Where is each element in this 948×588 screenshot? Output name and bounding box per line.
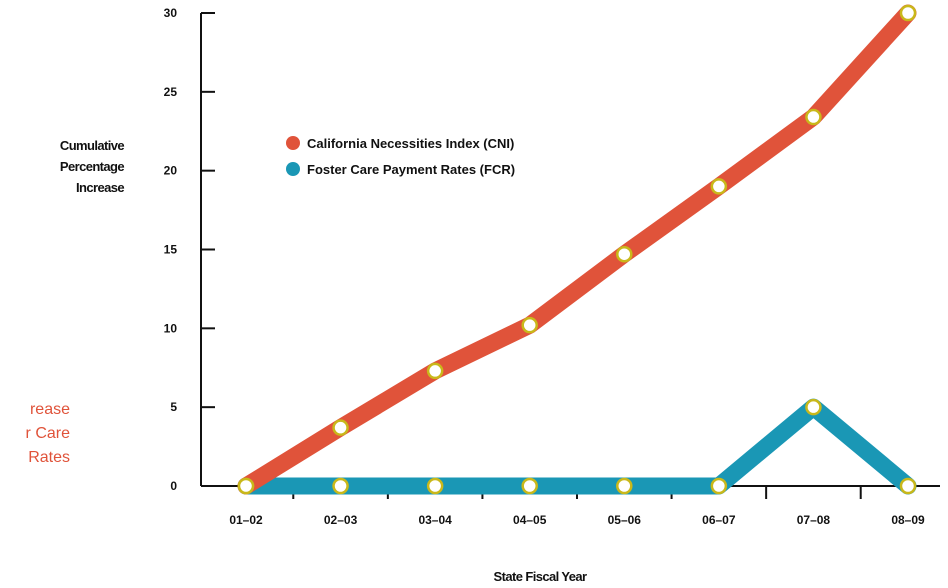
x-tick-label: 01–02 [229,513,263,527]
y-tick-label: 15 [164,243,178,257]
legend-swatch [286,136,300,150]
y-axis-label: Cumulative Percentage Increase [0,135,125,198]
data-point-cni [426,362,444,380]
y-tick-label: 30 [164,6,178,20]
data-point-cni [805,108,822,126]
data-point-cni [616,245,633,263]
series-line-fcr [237,398,917,495]
x-tick-label: 07–08 [797,513,831,527]
side-note-line: rease [29,401,70,418]
data-point-fcr [805,398,822,416]
y-tick-label: 0 [170,479,177,493]
series-layer [237,4,917,495]
data-point-cni [710,178,728,195]
y-tick-label: 5 [170,400,177,414]
legend-label: Foster Care Payment Rates (FCR) [307,162,515,177]
legend-swatch [286,162,300,176]
y-axis-label-line: Cumulative [59,138,125,153]
legend: California Necessities Index (CNI) Foster… [286,136,515,177]
x-tick-label: 05–06 [608,513,642,527]
data-point-fcr [237,477,255,495]
data-point-fcr [521,477,538,495]
side-note-line: Rates [28,449,70,466]
side-note: rease r Care Rates [0,398,70,470]
legend-label: California Necessities Index (CNI) [307,136,514,151]
data-point-cni [332,419,349,436]
y-axis-label-line: Increase [76,180,125,195]
side-note-line: r Care [25,425,70,442]
marker-layer [237,4,917,495]
x-tick-label: 03–04 [418,513,452,527]
data-point-fcr [616,477,633,495]
x-tick-label: 06–07 [702,513,736,527]
data-point-cni [899,4,917,22]
y-tick-label: 25 [164,85,178,99]
y-tick-label: 10 [164,321,178,335]
data-point-fcr [332,477,349,495]
series-line-cni [237,4,917,495]
data-point-cni [521,316,538,334]
y-axis-label-line: Percentage [59,159,125,174]
data-point-fcr [899,477,917,495]
data-point-fcr [710,477,728,495]
x-axis-label: State Fiscal Year [493,569,588,584]
x-tick-label: 04–05 [513,513,547,527]
x-tick-label: 08–09 [891,513,925,527]
axes-layer: 0 5 10 15 20 25 30 01–02 02–03 03–04 04–05 05–06 06–… [164,6,940,527]
x-tick-label: 02–03 [324,513,358,527]
y-tick-label: 20 [164,164,178,178]
data-point-fcr [426,477,444,495]
